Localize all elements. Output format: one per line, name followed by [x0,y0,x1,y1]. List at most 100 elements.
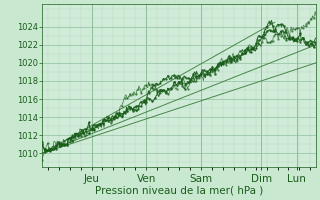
Point [182,75,188,78]
Point [265,40,270,43]
Point [223,61,228,64]
Point [111,118,116,121]
Point [202,74,207,77]
Point [116,113,122,117]
Point [45,149,50,152]
Point [298,32,303,36]
Point [48,148,53,151]
Point [62,143,67,146]
Point [308,40,314,43]
Point [62,140,67,143]
Point [59,144,64,147]
Point [251,48,256,51]
Point [86,121,92,124]
Point [70,139,75,142]
Point [262,30,267,34]
Point [78,131,83,134]
Point [193,74,198,77]
Point [311,40,316,43]
Point [56,143,61,146]
Point [278,23,284,26]
Point [169,86,174,89]
Point [100,121,105,124]
X-axis label: Pression niveau de la mer( hPa ): Pression niveau de la mer( hPa ) [95,186,263,196]
Point [155,90,160,93]
Point [300,36,305,39]
Point [295,39,300,42]
Point [94,124,100,127]
Point [237,57,242,60]
Point [273,32,278,36]
Point [204,73,209,76]
Point [75,132,80,135]
Point [259,41,264,44]
Point [166,74,171,77]
Point [245,46,251,49]
Point [130,109,135,112]
Point [226,57,231,60]
Point [180,85,185,88]
Point [67,136,72,140]
Point [75,134,80,138]
Point [40,140,45,143]
Point [51,147,56,150]
Point [136,104,141,107]
Point [300,26,305,29]
Point [180,78,185,81]
Point [281,24,286,27]
Point [270,29,275,32]
Point [199,73,204,76]
Point [64,144,69,147]
Point [177,81,182,84]
Point [171,83,176,87]
Point [188,78,193,81]
Point [245,48,251,51]
Point [108,118,113,121]
Point [92,128,97,131]
Point [108,118,113,121]
Point [298,32,303,35]
Point [94,124,100,128]
Point [306,40,311,44]
Point [160,78,165,81]
Point [84,130,89,133]
Point [229,57,234,60]
Point [40,142,45,146]
Point [86,128,92,131]
Point [292,38,297,42]
Point [212,68,218,71]
Point [270,39,275,43]
Point [78,128,83,131]
Point [207,68,212,71]
Point [207,71,212,74]
Point [245,48,251,51]
Point [78,134,83,137]
Point [218,62,223,66]
Point [303,43,308,46]
Point [130,107,135,111]
Point [221,62,226,65]
Point [133,93,138,96]
Point [204,70,209,74]
Point [158,88,163,91]
Point [89,129,94,132]
Point [199,72,204,75]
Point [92,128,97,131]
Point [204,70,209,73]
Point [235,54,240,57]
Point [182,83,188,86]
Point [48,147,53,150]
Point [59,141,64,144]
Point [278,29,284,33]
Point [103,119,108,122]
Point [122,110,127,113]
Point [59,143,64,147]
Point [114,112,119,115]
Point [158,91,163,95]
Point [248,48,253,51]
Point [127,106,132,109]
Point [106,117,111,120]
Point [265,25,270,28]
Point [270,24,275,27]
Point [229,61,234,64]
